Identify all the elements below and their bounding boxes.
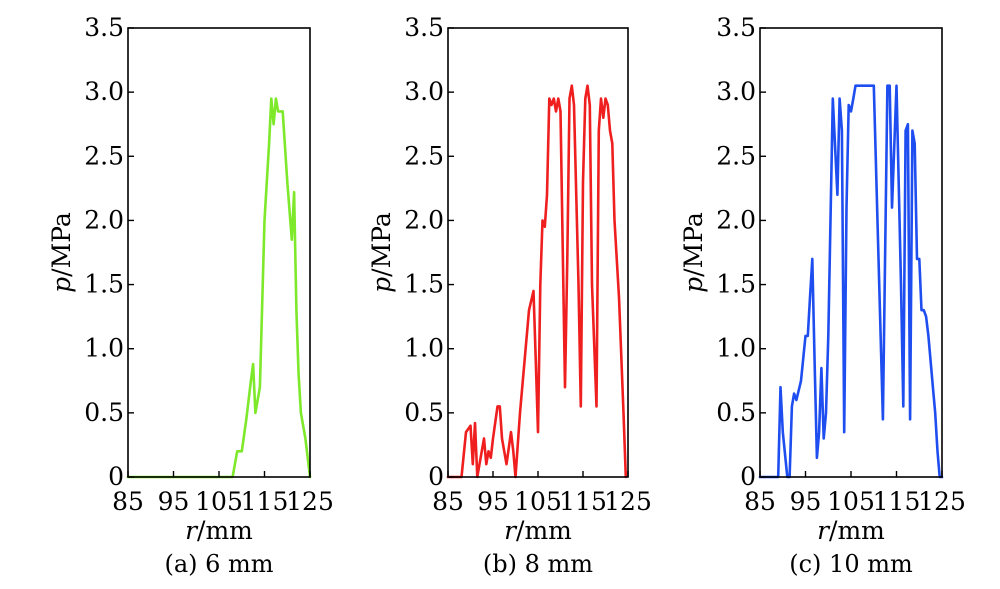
series-line: [446, 84, 628, 479]
y-tick-label: 0: [740, 462, 756, 491]
y-tick-label: 3.0: [404, 77, 444, 106]
y-tick-label: 1.5: [84, 270, 124, 299]
y-axis-variable: p: [367, 277, 396, 293]
x-axis-unit: /mm: [197, 516, 253, 545]
x-axis-label: r/mm: [817, 516, 885, 545]
x-tick-label: 85: [112, 487, 144, 516]
y-axis-unit: /MPa: [47, 212, 76, 277]
y-tick-label: 3.0: [84, 77, 124, 106]
panel-caption: (a) 6 mm: [164, 550, 273, 578]
x-axis-unit: /mm: [516, 516, 572, 545]
y-tick-label: 0: [108, 462, 124, 491]
x-axis-unit: /mm: [829, 516, 885, 545]
panel-caption: (c) 10 mm: [789, 550, 913, 578]
y-tick-label: 2.0: [716, 205, 756, 234]
y-axis-unit: /MPa: [679, 212, 708, 277]
y-tick-label: 0.5: [84, 398, 124, 427]
y-axis-variable: p: [47, 277, 76, 293]
y-tick-label: 0: [428, 462, 444, 491]
plot-frame: [127, 27, 311, 478]
x-tick-label: 125: [918, 487, 966, 516]
x-axis-variable: r: [504, 516, 518, 545]
y-tick-label: 1.5: [716, 270, 756, 299]
x-tick-label: 95: [477, 487, 509, 516]
y-tick-label: 2.5: [84, 141, 124, 170]
y-axis-label: p/MPa: [47, 212, 76, 293]
y-axis-variable: p: [679, 277, 708, 293]
x-tick-label: 105: [827, 487, 875, 516]
panel-caption: (b) 8 mm: [483, 550, 593, 578]
y-tick-label: 1.0: [404, 334, 444, 363]
x-tick-label: 85: [744, 487, 776, 516]
y-tick-label: 1.0: [84, 334, 124, 363]
x-tick-label: 115: [873, 487, 921, 516]
x-axis-variable: r: [185, 516, 199, 545]
series-line: [126, 97, 312, 479]
x-axis-label: r/mm: [504, 516, 572, 545]
y-tick-label: 2.0: [84, 205, 124, 234]
x-tick-label: 125: [604, 487, 652, 516]
x-tick-label: 115: [241, 487, 289, 516]
y-tick-label: 1.0: [716, 334, 756, 363]
y-tick-label: 3.0: [716, 77, 756, 106]
x-axis-label: r/mm: [185, 516, 253, 545]
x-tick-label: 95: [790, 487, 822, 516]
y-tick-label: 2.5: [404, 141, 444, 170]
y-tick-label: 0.5: [404, 398, 444, 427]
y-axis-unit: /MPa: [367, 212, 396, 277]
y-axis-label: p/MPa: [367, 212, 396, 293]
x-tick-label: 95: [158, 487, 190, 516]
y-tick-label: 0.5: [716, 398, 756, 427]
series-line: [758, 84, 944, 479]
y-tick-label: 1.5: [404, 270, 444, 299]
x-tick-label: 125: [286, 487, 334, 516]
x-axis-variable: r: [817, 516, 831, 545]
y-tick-label: 2.0: [404, 205, 444, 234]
x-tick-label: 105: [514, 487, 562, 516]
x-tick-label: 115: [559, 487, 607, 516]
y-tick-label: 2.5: [716, 141, 756, 170]
plot-frame: [759, 27, 943, 478]
y-axis-label: p/MPa: [679, 212, 708, 293]
y-tick-label: 3.5: [404, 13, 444, 42]
y-tick-label: 3.5: [84, 13, 124, 42]
y-tick-label: 3.5: [716, 13, 756, 42]
x-tick-label: 105: [195, 487, 243, 516]
x-tick-label: 85: [432, 487, 464, 516]
